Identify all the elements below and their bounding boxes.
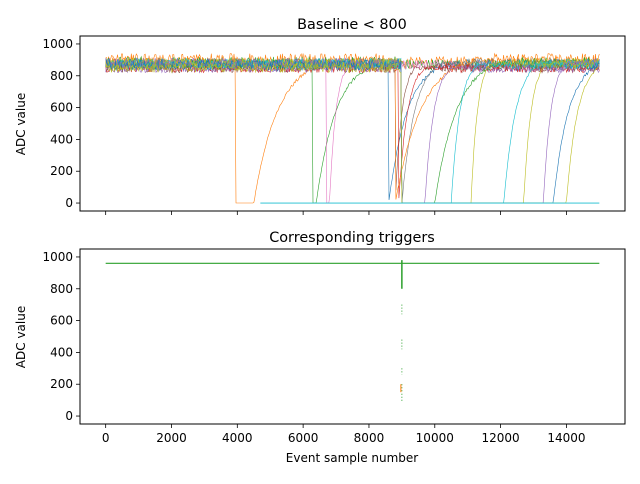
bottom-chart-y-tick-label: 1000 (42, 250, 73, 264)
bottom-chart-y-tick-label: 800 (50, 282, 73, 296)
bottom-chart-x-tick-label: 12000 (482, 431, 520, 445)
top-chart-y-ticks: 0 200 400 600 800 1000 (42, 37, 80, 210)
top-chart-y-tick-label: 800 (50, 69, 73, 83)
bottom-chart-x-axis-label: Event sample number (286, 451, 419, 465)
top-chart-series-line (105, 62, 600, 204)
top-chart-y-tick-label: 600 (50, 101, 73, 115)
bottom-chart-x-tick-label: 0 (102, 431, 110, 445)
top-chart-y-tick-label: 0 (65, 196, 73, 210)
bottom-chart-x-tick-label: 6000 (288, 431, 319, 445)
top-chart-y-tick-label: 1000 (42, 37, 73, 51)
top-chart-series-line (105, 55, 600, 204)
top-chart-title: Baseline < 800 (297, 17, 407, 33)
top-chart-y-axis-label: ADC value (14, 93, 28, 155)
top-chart-y-tick-label: 400 (50, 132, 73, 146)
top-chart-series-line (105, 62, 600, 204)
top-chart-y-tick-label: 200 (50, 164, 73, 178)
top-chart-x-ticks (105, 211, 567, 215)
top-chart-frame (79, 35, 626, 212)
bottom-chart-y-ticks: 0 200 400 600 800 1000 (42, 250, 80, 423)
bottom-chart-y-tick-label: 200 (50, 377, 73, 391)
bottom-chart-x-tick-label: 10000 (416, 431, 454, 445)
bottom-chart-x-tick-label: 14000 (547, 431, 585, 445)
top-chart-plot-area (105, 52, 600, 204)
bottom-chart-y-tick-label: 600 (50, 314, 73, 328)
top-chart: Baseline < 800 0 200 400 600 800 1000 ADC val… (14, 17, 626, 215)
bottom-chart-plot-area (105, 260, 600, 402)
bottom-chart: Corresponding triggers 0 200 400 600 800 1000… (14, 230, 626, 465)
bottom-chart-x-ticks: 0 2000 4000 6000 8000 10000 12000 14000 (102, 424, 586, 445)
bottom-chart-frame (79, 248, 626, 425)
bottom-chart-title: Corresponding triggers (269, 230, 435, 246)
bottom-chart-y-tick-label: 400 (50, 345, 73, 359)
bottom-chart-y-axis-label: ADC value (14, 306, 28, 368)
bottom-chart-y-tick-label: 0 (65, 409, 73, 423)
bottom-chart-x-tick-label: 4000 (222, 431, 253, 445)
bottom-chart-x-tick-label: 8000 (354, 431, 385, 445)
top-chart-series-line (105, 55, 600, 204)
bottom-chart-x-tick-label: 2000 (156, 431, 187, 445)
